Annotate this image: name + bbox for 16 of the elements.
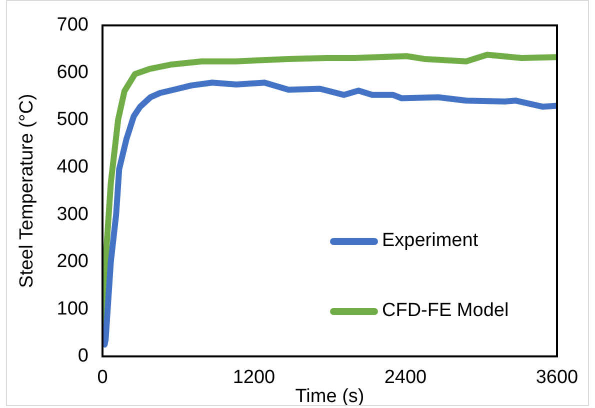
- y-tick-label: 300: [56, 204, 88, 225]
- legend-label: Experiment: [382, 230, 478, 252]
- x-tick-label: 1200: [232, 367, 276, 388]
- x-axis-title: Time (s): [295, 386, 364, 407]
- y-tick-label: 400: [56, 156, 88, 178]
- y-tick-label: 700: [56, 14, 88, 36]
- x-tick-label: 2400: [384, 367, 427, 388]
- y-tick-label: 600: [56, 62, 88, 83]
- x-tick-label: 3600: [536, 367, 578, 388]
- y-tick-label: 100: [56, 298, 88, 320]
- y-tick-label: 500: [56, 109, 88, 130]
- y-tick-label: 200: [56, 251, 88, 272]
- legend-label: CFD-FE Model: [382, 300, 509, 322]
- y-tick-label: 0: [78, 346, 88, 367]
- y-axis-title: Steel Temperature (°C): [16, 94, 38, 288]
- x-tick-label: 0: [97, 367, 108, 388]
